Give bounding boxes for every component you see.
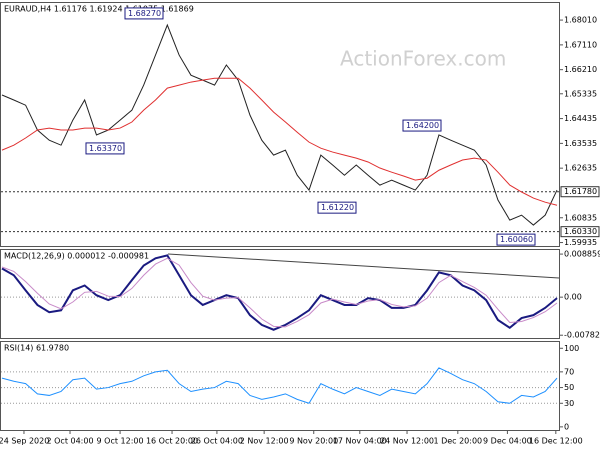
level-box	[560, 186, 600, 198]
y-tick-label: 1.68010	[564, 16, 597, 25]
y-tick-label: 0.00	[564, 293, 582, 302]
x-tick-label: 26 Oct 04:00	[191, 437, 243, 446]
annotation-label: 1.61220	[321, 203, 354, 212]
series-line	[1, 254, 558, 331]
rsi-title: RSI(14) 61.9780	[4, 344, 69, 353]
macd-panel	[0, 249, 560, 339]
annotation-box	[496, 233, 536, 246]
y-tick-label: 1.64435	[564, 114, 597, 123]
y-tick-label: 0	[564, 422, 569, 431]
y-tick-label: 0.008859	[564, 250, 600, 259]
x-tick-label: 1 Dec 20:00	[433, 437, 482, 446]
annotation-box	[317, 201, 357, 214]
y-tick-label: 100	[564, 344, 579, 353]
y-tick-label: 1.63535	[564, 139, 597, 148]
y-tick-label: 1.65335	[564, 89, 597, 98]
level-box	[560, 226, 600, 238]
x-tick-label: 16 Oct 20:00	[146, 437, 198, 446]
x-tick-label: 24 Nov 12:00	[380, 437, 434, 446]
x-tick-label: 9 Dec 04:00	[483, 437, 532, 446]
x-tick-label: 2 Oct 04:00	[46, 437, 93, 446]
level-label: 1.61780	[564, 187, 597, 196]
trend-line	[167, 253, 560, 279]
annotation-box	[402, 119, 442, 132]
chart-title: EURAUD,H4 1.61176 1.61924 1.61075 1.6186…	[4, 5, 194, 14]
annotation-box	[85, 142, 125, 155]
annotation-label: 1.63370	[89, 144, 122, 153]
y-tick-label: 30	[564, 399, 574, 408]
y-tick-label: 1.62635	[564, 164, 597, 173]
series-line	[1, 257, 558, 328]
annotation-label: 1.60060	[500, 235, 533, 244]
price-panel	[0, 2, 560, 247]
series-line	[1, 367, 558, 404]
level-label: 1.60330	[564, 227, 597, 236]
annotation-label: 1.64200	[406, 121, 439, 130]
y-tick-label: 50	[564, 383, 574, 392]
y-tick-label: 1.59935	[564, 238, 597, 247]
rsi-panel	[0, 341, 560, 431]
series-line	[1, 77, 558, 206]
annotation-box	[124, 7, 164, 20]
macd-title: MACD(12,26,9) 0.000012 -0.000981	[4, 252, 149, 261]
x-tick-label: 2 Nov 12:00	[240, 437, 289, 446]
x-tick-label: 17 Nov 04:00	[333, 437, 387, 446]
y-tick-label: 70	[564, 367, 574, 376]
y-tick-label: 1.67110	[564, 40, 597, 49]
x-tick-label: 16 Dec 12:00	[529, 437, 583, 446]
annotation-label: 1.68270	[128, 9, 161, 18]
y-tick-label: -0.007826	[564, 331, 600, 340]
series-line	[1, 23, 558, 226]
y-tick-label: 1.66210	[564, 65, 597, 74]
y-tick-label: 1.60835	[564, 213, 597, 222]
x-tick-label: 9 Nov 20:00	[289, 437, 338, 446]
x-tick-label: 24 Sep 2020	[0, 437, 49, 446]
watermark: ActionForex.com	[340, 47, 506, 71]
x-tick-label: 9 Oct 12:00	[97, 437, 144, 446]
